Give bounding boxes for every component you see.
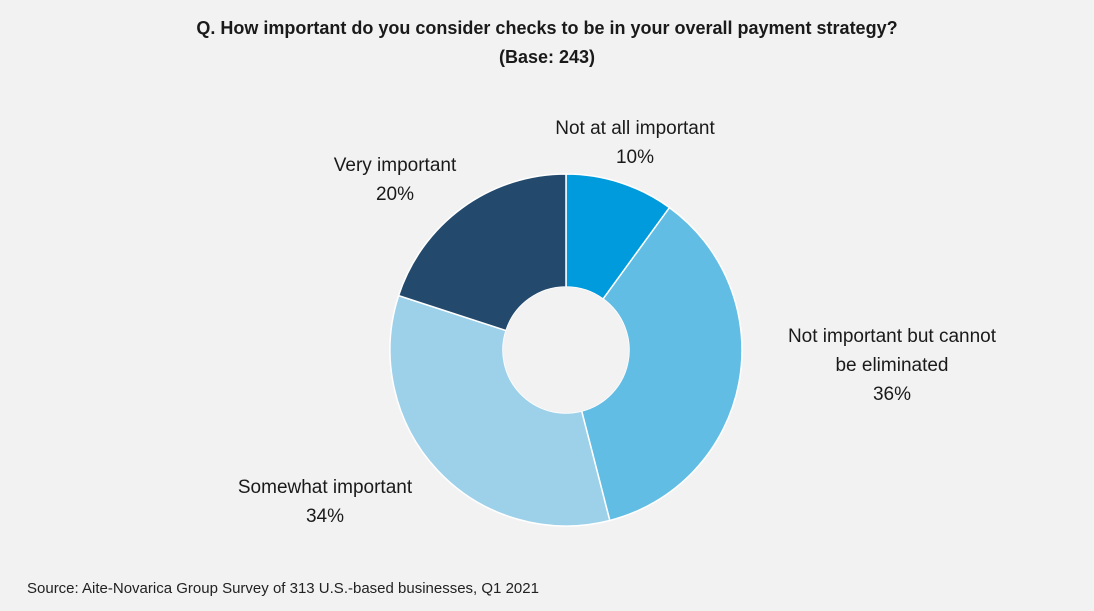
slice-value-label: 34%	[305, 506, 345, 527]
donut-hole	[503, 287, 629, 413]
slice-label-text: Very important	[333, 155, 457, 176]
slice-value-label: 10%	[615, 147, 655, 168]
slice-label-text: Not important but cannot	[787, 326, 997, 347]
slice-label-text: be eliminated	[835, 355, 949, 376]
chart-title: Q. How important do you consider checks …	[0, 14, 1094, 72]
source-note: Source: Aite-Novarica Group Survey of 31…	[27, 580, 539, 597]
slice-value-label: 20%	[375, 184, 415, 205]
slice-label-somewhat-important: Somewhat important 34%	[200, 473, 450, 531]
chart-title-line-1: Q. How important do you consider checks …	[196, 18, 898, 38]
slice-value-label: 36%	[872, 384, 912, 405]
slice-label-not-at-all-important: Not at all important 10%	[520, 114, 750, 172]
slice-label-text: Somewhat important	[237, 477, 413, 498]
chart-title-line-2: (Base: 243)	[498, 47, 596, 67]
slice-label-not-important-cannot-eliminate: Not important but cannot be eliminated 3…	[752, 322, 1032, 409]
slice-label-text: Not at all important	[555, 118, 715, 139]
slice-label-very-important: Very important 20%	[290, 151, 500, 209]
